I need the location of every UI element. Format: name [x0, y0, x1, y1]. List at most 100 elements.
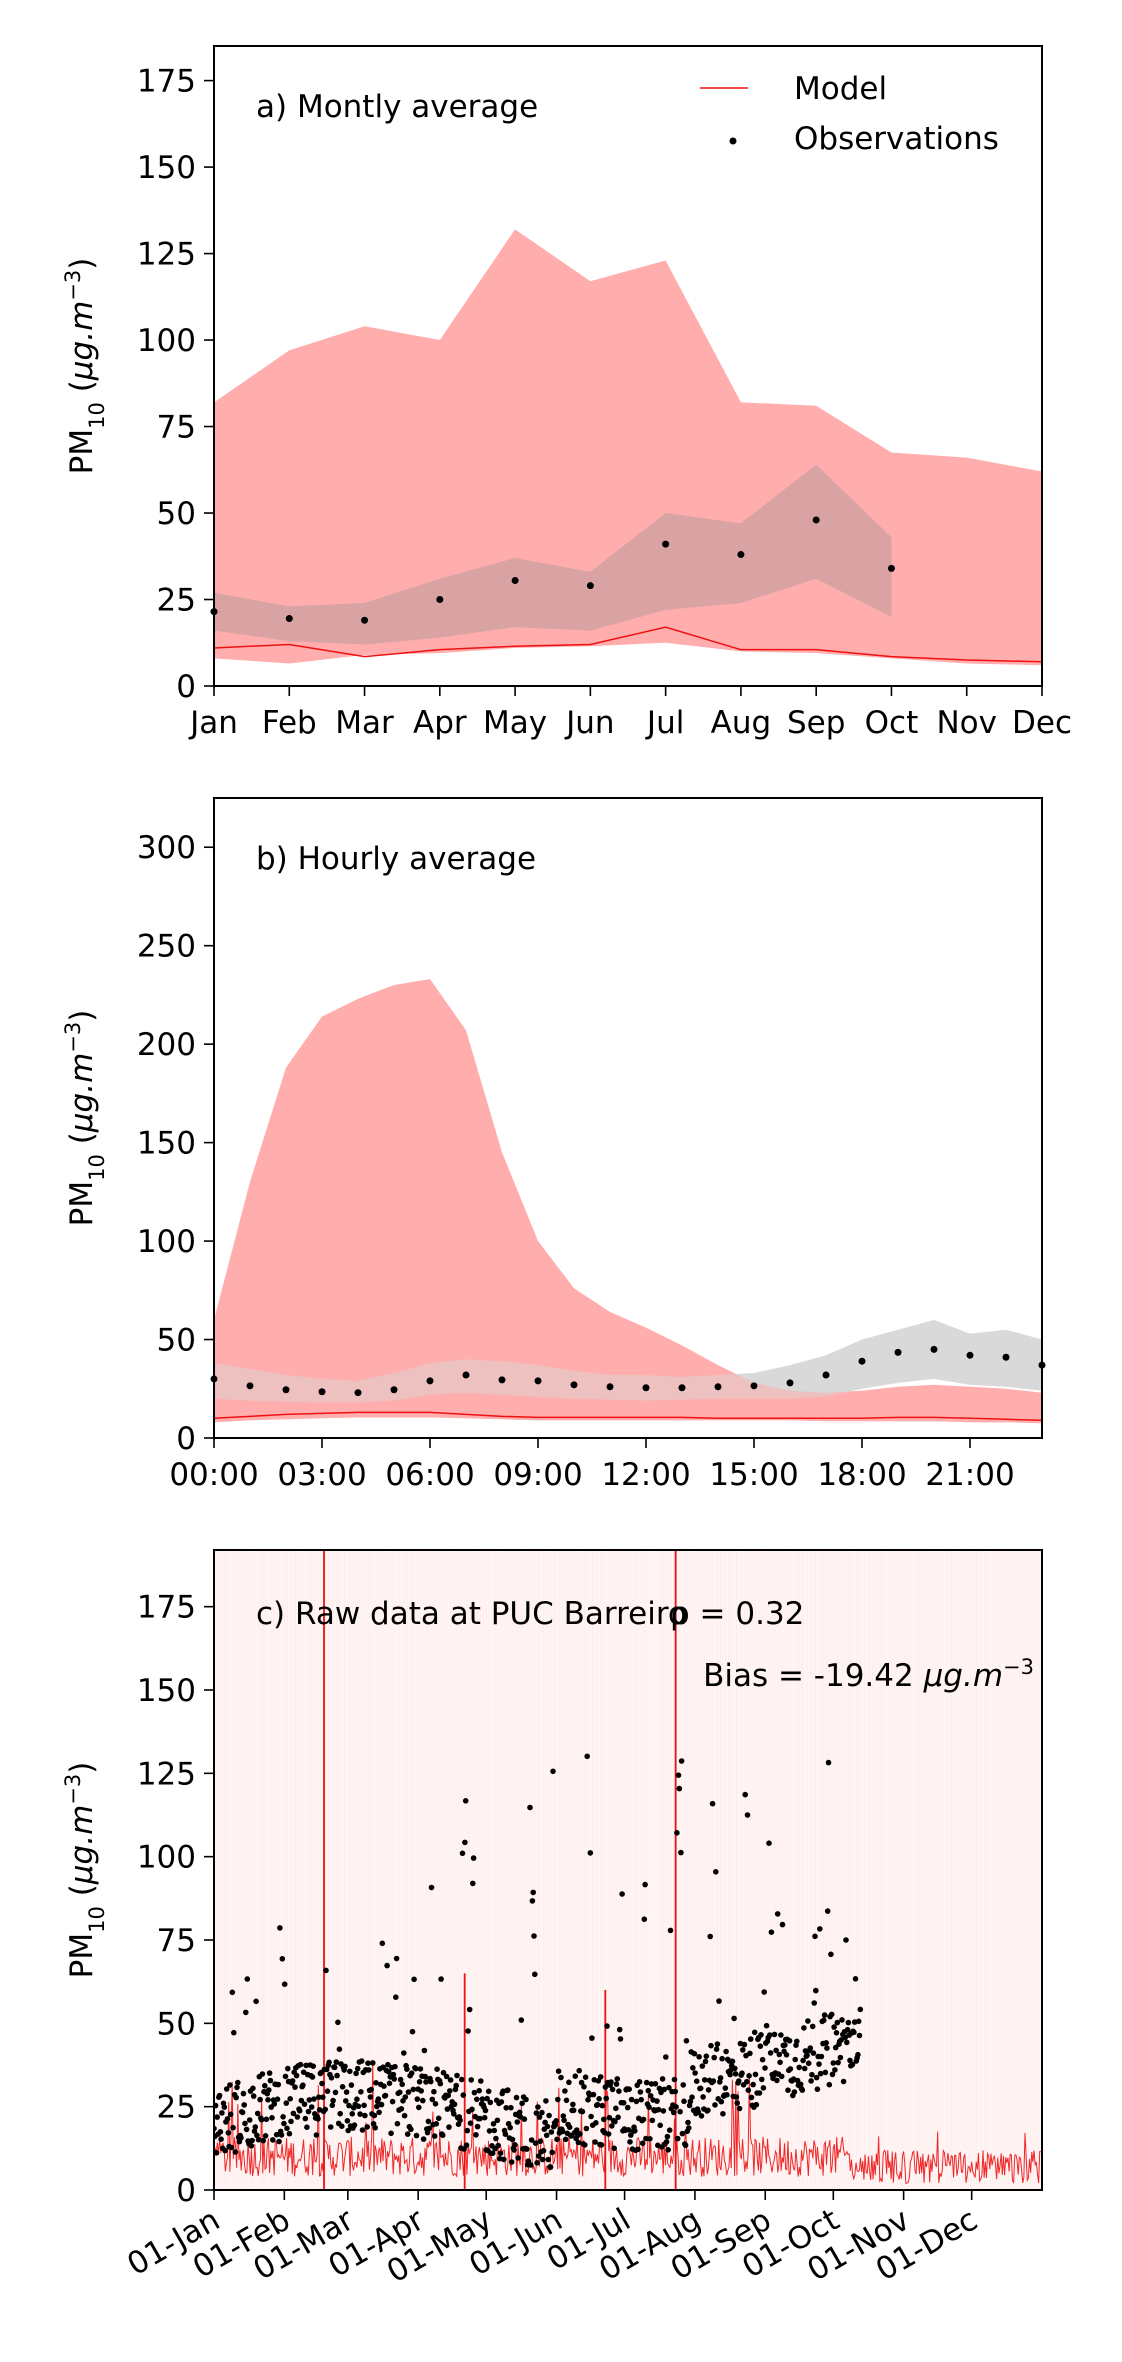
observation-point [561, 2117, 567, 2124]
observation-point [497, 2150, 504, 2156]
observation-hourly-point-12 [642, 1384, 650, 1392]
observation-point [810, 2050, 817, 2056]
panel-a-xtick-label: Jun [564, 705, 614, 741]
observation-point [821, 2012, 828, 2018]
observation-point [435, 2115, 442, 2122]
observation-point [671, 2076, 678, 2083]
observation-point [581, 2084, 587, 2090]
observation-point [613, 2081, 620, 2087]
observation-point [825, 1759, 832, 1766]
panel-b-xtick-label: 18:00 [817, 1457, 906, 1493]
observation-point [301, 2101, 308, 2107]
panel-c-bias: Bias = -19.42 μg.m−3 [703, 1655, 1034, 1694]
observation-point [507, 2124, 513, 2131]
observation-point [679, 2130, 686, 2137]
observation-point [745, 2087, 752, 2093]
observation-point [385, 2069, 392, 2075]
observation-point [418, 2088, 425, 2094]
observation-point [785, 2087, 791, 2093]
observation-point [535, 2104, 541, 2110]
panel-c-ytick-label: 75 [157, 1923, 196, 1959]
observation-point [539, 2109, 545, 2116]
observation-point [577, 2131, 583, 2137]
observation-point [710, 2078, 717, 2084]
observation-point [319, 2080, 325, 2087]
observation-point [855, 2018, 862, 2025]
observation-point [620, 2100, 627, 2106]
observation-point [540, 2147, 547, 2154]
observation-point [834, 2019, 841, 2026]
observation-point [787, 2066, 794, 2072]
observation-point [217, 2129, 224, 2135]
observation-point [691, 2050, 698, 2057]
observation-hourly-point-17 [822, 1371, 830, 1379]
observation-point [811, 2000, 817, 2006]
observation-point [376, 2109, 382, 2116]
observation-point [477, 2115, 483, 2122]
observation-point [266, 2070, 273, 2076]
observation-point [646, 2104, 652, 2110]
panel-c-ytick-label: 125 [137, 1756, 196, 1792]
observation-point [542, 2119, 548, 2126]
observation-point [231, 2029, 237, 2036]
observation-point [524, 2146, 530, 2152]
observation-hourly-point-8 [498, 1376, 506, 1384]
observation-point [505, 2087, 511, 2093]
observation-point [243, 2009, 249, 2016]
observation-point [474, 2123, 481, 2130]
observation-point [515, 2155, 521, 2161]
observation-point [758, 2032, 764, 2038]
observation-point [673, 2104, 679, 2110]
panel-b-ytick-label: 100 [137, 1224, 196, 1260]
panel-c-raw-data: 025507510012515017501-Jan01-Feb01-Mar01-… [61, 1549, 1043, 2290]
observation-point [260, 2137, 267, 2144]
observation-point [831, 2024, 837, 2030]
observation-point [661, 2086, 667, 2093]
observation-point [224, 2116, 231, 2122]
observation-point [593, 2120, 599, 2126]
observation-point [411, 1976, 417, 1983]
observation-hourly-point-3 [318, 1388, 326, 1396]
observation-point [351, 2122, 358, 2128]
observation-point [386, 2080, 393, 2087]
observation-hourly-point-5 [390, 1386, 398, 1394]
observation-point [310, 2063, 317, 2069]
observation-point [485, 2088, 492, 2095]
observation-point [397, 2089, 403, 2096]
observation-point [514, 2119, 521, 2125]
observation-point [343, 2098, 349, 2104]
observation-point [529, 1898, 536, 1904]
model-band-overlap [214, 979, 1042, 1424]
observation-point [612, 2118, 618, 2125]
observation-point [401, 2050, 407, 2056]
observation-point [575, 2139, 582, 2146]
observation-point [759, 2056, 766, 2063]
panel-a-xtick-label: May [483, 705, 547, 741]
panel-a-monthly-average: 0 25 50 75 100 125 150 175 Jan Feb Mar Apr May Jun Jul… [61, 45, 1072, 741]
observation-point [358, 2058, 365, 2064]
panel-a-ytick-label: 125 [137, 237, 196, 273]
observation-point [453, 2082, 460, 2089]
observation-point [490, 2121, 497, 2127]
observation-point [458, 2076, 465, 2083]
panel-b-xtick-label: 12:00 [601, 1457, 690, 1493]
observation-point [498, 2099, 505, 2105]
observation-point [342, 2063, 348, 2070]
observation-point [604, 2023, 610, 2029]
observation-hourly-point-15 [750, 1382, 758, 1390]
observation-point [253, 1998, 259, 2005]
observation-point [381, 2083, 387, 2089]
observation-point [771, 2031, 778, 2038]
observation-point [835, 2059, 841, 2066]
observation-point [664, 2133, 671, 2140]
panel-a-xtick-label: Aug [711, 705, 772, 741]
observation-point [443, 2073, 450, 2080]
observation-point [717, 2075, 724, 2081]
panel-a-ytick-label: 25 [157, 583, 196, 619]
observation-point [603, 2095, 609, 2102]
observation-point [690, 2065, 696, 2071]
observation-point [741, 2041, 748, 2048]
observation-point [747, 2036, 754, 2042]
observation-point [657, 2122, 663, 2129]
observation-point [275, 2081, 282, 2088]
